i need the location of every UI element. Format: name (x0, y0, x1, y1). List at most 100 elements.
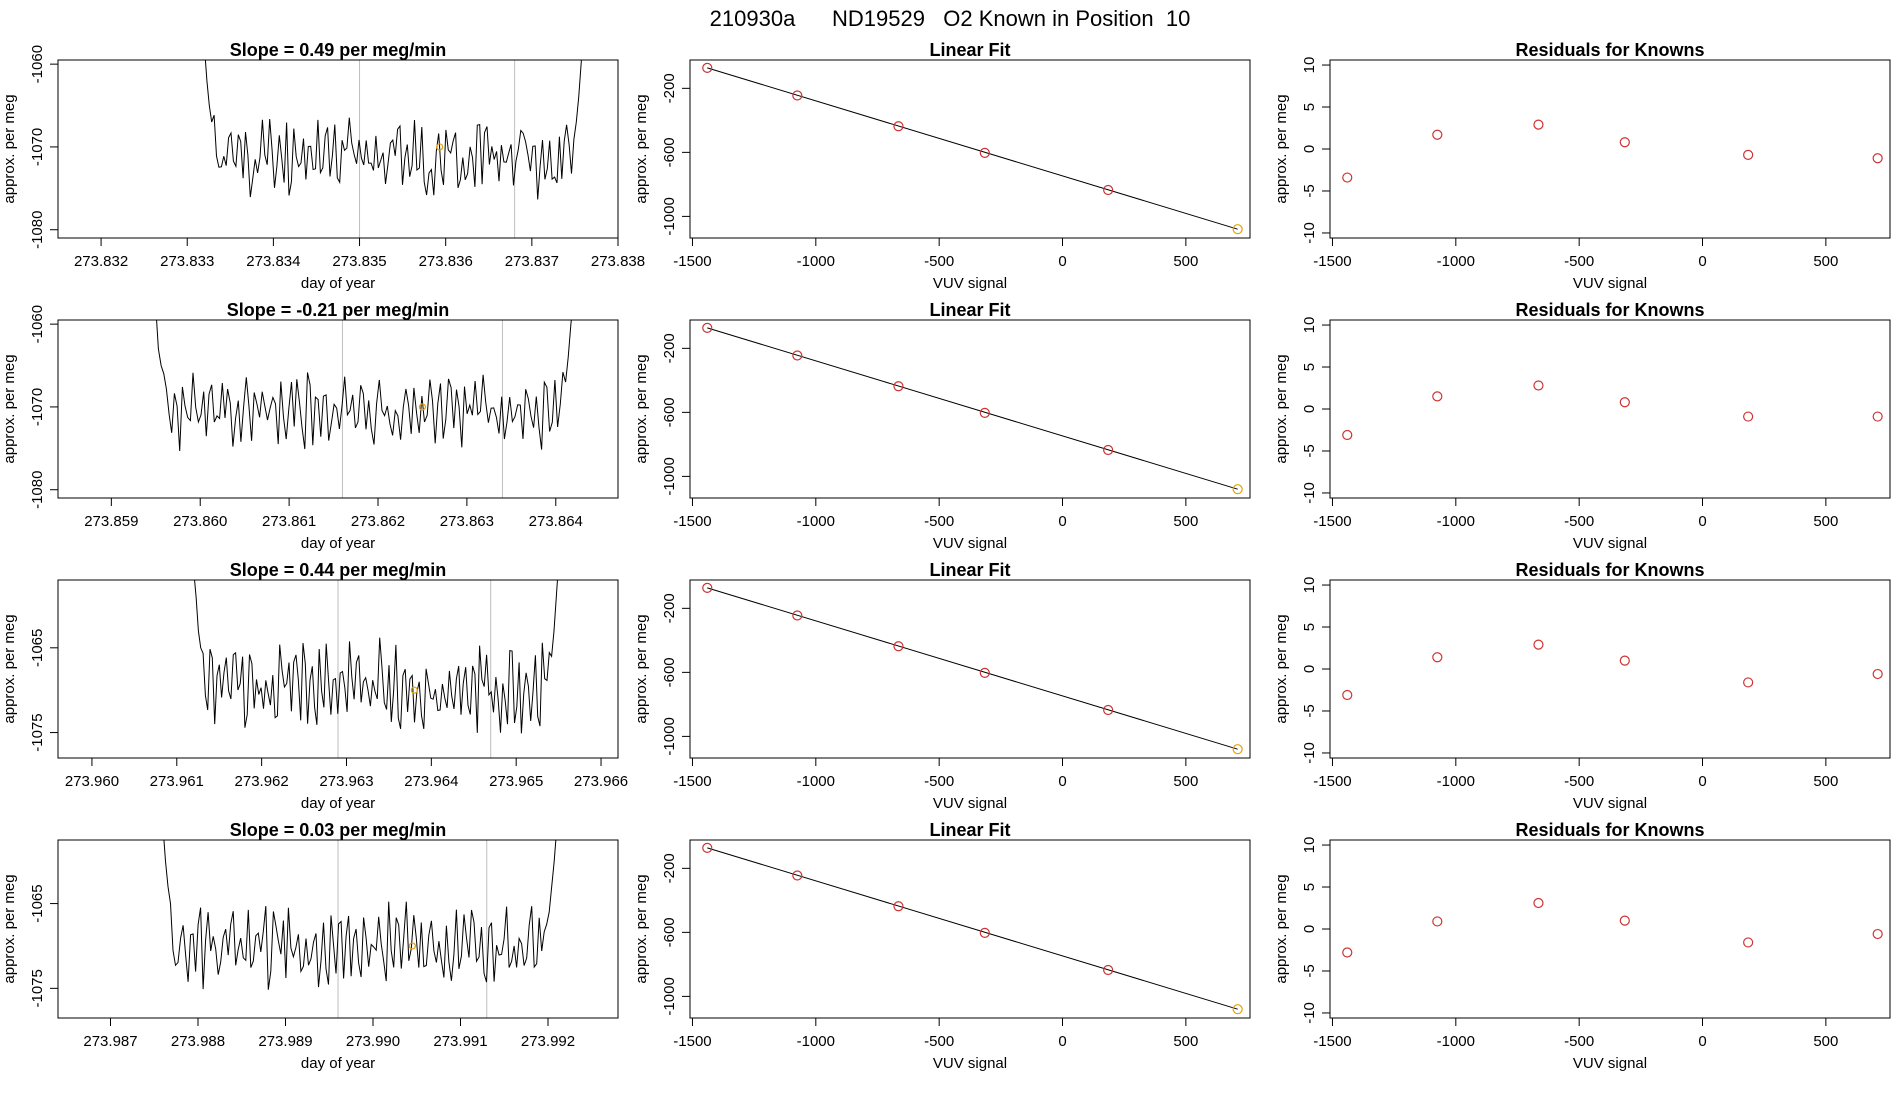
data-point (1342, 172, 1353, 183)
x-tick-label: 500 (1173, 1033, 1198, 1050)
data-point (979, 147, 990, 158)
y-tick-label: 0 (1301, 405, 1318, 413)
y-tick-label: 10 (1301, 837, 1318, 854)
plot-area (702, 322, 1243, 495)
y-tick-label: 5 (1301, 363, 1318, 371)
x-tick-label: 273.833 (160, 253, 214, 270)
x-tick-label: -1500 (673, 773, 711, 790)
y-tick-label: -10 (1301, 482, 1318, 504)
panel-res-2: Residuals for Knowns VUV signal approx. pe… (1273, 300, 1891, 552)
x-tick-label: 273.990 (346, 1033, 400, 1050)
x-tick-label: 273.961 (150, 773, 204, 790)
y-tick-label: -1000 (661, 197, 678, 235)
plot-frame (689, 319, 1251, 499)
y-tick-label: -10 (1301, 1002, 1318, 1024)
x-tick-label: 273.836 (419, 253, 473, 270)
data-point (1103, 184, 1114, 196)
x-tick-label: 273.964 (404, 773, 458, 790)
data-point (1743, 149, 1754, 160)
x-axis-label: VUV signal (933, 1055, 1007, 1072)
y-tick-label: -200 (661, 73, 678, 103)
x-tick-label: 273.862 (351, 513, 405, 530)
panel-title: Slope = 0.03 per meg/min (230, 820, 447, 840)
data-point (1103, 704, 1114, 716)
x-tick-label: -500 (924, 773, 954, 790)
x-tick-label: 500 (1813, 1033, 1838, 1050)
panel-title: Linear Fit (929, 820, 1010, 840)
x-tick-label: 500 (1813, 253, 1838, 270)
plot-area (1342, 639, 1883, 701)
x-tick-label: -500 (1564, 773, 1594, 790)
y-tick-label: 10 (1301, 317, 1318, 334)
panel-res-3: Residuals for Knowns VUV signal approx. pe… (1273, 560, 1891, 812)
data-point (893, 901, 904, 912)
x-tick-label: 273.863 (440, 513, 494, 530)
data-point (702, 582, 713, 593)
y-tick-label: -1060 (29, 45, 46, 83)
data-point (979, 927, 990, 938)
panel-title: Slope = 0.44 per meg/min (230, 560, 447, 580)
y-tick-label: -1075 (29, 713, 46, 751)
panel-ts-1: Slope = 0.49 per meg/min day of year appro… (1, 40, 645, 292)
x-axis-label: day of year (301, 1055, 375, 1072)
x-tick-label: 273.966 (574, 773, 628, 790)
y-axis-label: approx. per meg (1273, 874, 1290, 983)
x-tick-label: 273.835 (332, 253, 386, 270)
x-tick-label: 273.838 (591, 253, 645, 270)
plot-frame (1329, 579, 1891, 759)
x-axis-label: VUV signal (1573, 535, 1647, 552)
panel-grid: Slope = 0.49 per meg/min day of year appro… (1, 40, 1891, 1072)
x-axis-label: VUV signal (933, 535, 1007, 552)
plot-area (1342, 380, 1883, 441)
data-point (1872, 153, 1883, 164)
panel-res-4: Residuals for Knowns VUV signal approx. pe… (1273, 820, 1891, 1072)
panel-ts-2: Slope = -0.21 per meg/min day of year appr… (1, 300, 619, 552)
x-tick-label: 273.960 (65, 773, 119, 790)
x-tick-label: 273.860 (173, 513, 227, 530)
plot-frame (1329, 59, 1891, 239)
y-tick-label: -1000 (661, 717, 678, 755)
data-point (1342, 429, 1353, 441)
data-point (1533, 897, 1544, 909)
y-axis-label: approx. per meg (1273, 614, 1290, 723)
y-tick-label: -5 (1301, 444, 1318, 457)
data-point (1432, 652, 1443, 663)
y-tick-label: -200 (661, 593, 678, 623)
data-point (1533, 380, 1544, 391)
x-axis-label: VUV signal (1573, 1055, 1647, 1072)
x-tick-label: 0 (1698, 773, 1706, 790)
data-point (1432, 916, 1443, 927)
x-tick-label: -1000 (797, 253, 835, 270)
data-point (893, 121, 904, 132)
data-point (1103, 444, 1114, 456)
y-tick-label: -1065 (29, 629, 46, 667)
y-tick-label: -1070 (29, 128, 46, 166)
panel-title: Slope = 0.49 per meg/min (230, 40, 447, 60)
x-tick-label: 273.988 (171, 1033, 225, 1050)
y-tick-label: 10 (1301, 577, 1318, 594)
x-tick-label: 273.864 (529, 513, 583, 530)
y-tick-label: 5 (1301, 883, 1318, 891)
x-tick-label: -1500 (1313, 1033, 1351, 1050)
x-tick-label: 500 (1813, 773, 1838, 790)
data-point (1342, 947, 1353, 958)
plot-area (194, 580, 558, 758)
x-tick-label: 500 (1813, 513, 1838, 530)
y-tick-label: -1065 (29, 884, 46, 922)
data-point (1872, 668, 1883, 680)
data-point (1432, 391, 1443, 402)
plot-area (702, 582, 1243, 755)
y-tick-label: 0 (1301, 925, 1318, 933)
y-tick-label: -1080 (29, 471, 46, 509)
y-axis-label: approx. per meg (633, 874, 650, 983)
y-axis-label: approx. per meg (633, 354, 650, 463)
plot-area (204, 60, 582, 238)
signal-line (163, 840, 557, 990)
data-point (1872, 928, 1883, 940)
x-tick-label: 273.859 (84, 513, 138, 530)
x-tick-label: 273.861 (262, 513, 316, 530)
plot-frame (689, 59, 1251, 239)
x-axis-label: VUV signal (933, 275, 1007, 292)
panel-res-1: Residuals for Knowns VUV signal approx. pe… (1273, 40, 1891, 292)
highlight-point (408, 942, 416, 950)
